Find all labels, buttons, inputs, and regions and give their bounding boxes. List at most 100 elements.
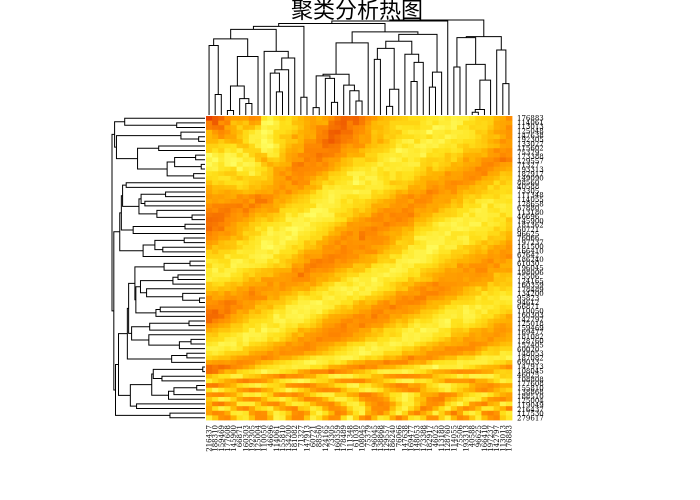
dendrogram-branch: [135, 286, 156, 314]
heatmap-cell: [389, 286, 397, 292]
heatmap-cell: [395, 286, 403, 292]
heatmap-cell: [285, 212, 293, 218]
heatmap-cell: [420, 226, 427, 232]
heatmap-cell: [267, 116, 274, 122]
heatmap-cell: [352, 383, 360, 389]
heatmap-cell: [291, 139, 299, 145]
heatmap-cell: [414, 355, 421, 361]
heatmap-cell: [230, 143, 237, 149]
column-label: 61030: [352, 425, 360, 447]
dendrogram-branch: [324, 77, 336, 115]
heatmap-cell: [334, 406, 342, 412]
heatmap-cell: [236, 314, 244, 320]
heatmap-cell: [316, 217, 323, 223]
heatmap-cell: [230, 203, 237, 209]
heatmap-cell: [310, 406, 317, 412]
heatmap-cell: [505, 272, 513, 278]
heatmap-cell: [352, 369, 360, 375]
heatmap-cell: [224, 125, 231, 131]
heatmap-cell: [273, 272, 280, 278]
heatmap-cell: [303, 286, 311, 292]
heatmap-cell: [285, 157, 293, 163]
heatmap-cell: [212, 415, 219, 421]
heatmap-cell: [371, 286, 378, 292]
dendrogram-branch: [151, 373, 169, 396]
heatmap-cell: [261, 272, 268, 278]
heatmap-cell: [389, 139, 397, 145]
heatmap-cell: [261, 268, 268, 274]
heatmap-cell: [322, 263, 329, 269]
heatmap-cell: [316, 396, 323, 402]
heatmap-cell: [420, 410, 427, 416]
heatmap-cell: [475, 235, 482, 241]
heatmap-cell: [261, 263, 268, 269]
heatmap-cell: [377, 401, 384, 407]
heatmap-cell: [383, 332, 390, 338]
heatmap-cell: [432, 185, 439, 191]
column-label: 182917: [426, 425, 434, 452]
heatmap-cell: [365, 291, 372, 297]
dendrogram-branch: [404, 53, 420, 115]
heatmap-cell: [371, 249, 378, 255]
heatmap-cell: [450, 129, 458, 135]
heatmap-cell: [206, 125, 213, 131]
heatmap-cell: [303, 240, 311, 246]
heatmap-cell: [438, 116, 446, 122]
heatmap-cell: [475, 244, 482, 250]
row-tick-labels: 1768831140611130131250481476381923051330…: [517, 115, 544, 423]
heatmap-cell: [450, 304, 458, 310]
heatmap-cell: [310, 323, 317, 329]
heatmap-cell: [414, 309, 421, 315]
heatmap-cell: [499, 396, 507, 402]
heatmap-cell: [475, 180, 482, 186]
heatmap-cell: [395, 300, 403, 306]
column-label: 188310: [212, 425, 220, 452]
heatmap-cell: [279, 254, 286, 260]
heatmap-cell: [218, 406, 225, 412]
heatmap-cell: [322, 272, 329, 278]
dendrogram-branch: [178, 341, 205, 350]
heatmap-cell: [328, 116, 335, 122]
heatmap-cell: [377, 364, 384, 370]
heatmap-cell: [206, 378, 213, 384]
heatmap-cell: [316, 415, 323, 421]
heatmap-cell: [279, 221, 286, 227]
heatmap-cell: [346, 410, 354, 416]
heatmap-cell: [371, 171, 378, 177]
heatmap-cell: [310, 373, 317, 379]
heatmap-cell: [414, 291, 421, 297]
heatmap-cell: [316, 212, 323, 218]
heatmap-cell: [346, 309, 354, 315]
heatmap-cell: [224, 116, 231, 122]
heatmap-cell: [224, 152, 231, 158]
heatmap-cell: [236, 221, 244, 227]
heatmap-cell: [432, 116, 439, 122]
heatmap-cell: [242, 396, 250, 402]
dendrogram-branch: [115, 364, 170, 416]
heatmap-cell: [291, 221, 299, 227]
heatmap-cell: [285, 341, 293, 347]
heatmap-cell: [444, 318, 452, 324]
heatmap-cell: [242, 152, 250, 158]
heatmap-cell: [346, 304, 354, 310]
heatmap-cell: [212, 387, 219, 393]
heatmap-cell: [261, 373, 268, 379]
heatmap-cell: [206, 304, 213, 310]
heatmap-cell: [267, 415, 274, 421]
heatmap-cell: [432, 120, 439, 126]
heatmap-cell: [334, 235, 342, 241]
heatmap-cell: [248, 258, 256, 264]
heatmap-cell: [322, 221, 329, 227]
heatmap-cell: [322, 203, 329, 209]
heatmap-cell: [389, 198, 397, 204]
heatmap-cell: [242, 383, 250, 389]
heatmap-cell: [346, 373, 354, 379]
heatmap-cell: [456, 373, 464, 379]
heatmap-cell: [414, 152, 421, 158]
dendrogram-branch: [465, 36, 502, 50]
heatmap-cell: [450, 364, 458, 370]
heatmap-cell: [261, 152, 268, 158]
heatmap-cell: [438, 314, 446, 320]
heatmap-cell: [310, 350, 317, 356]
heatmap-cell: [456, 231, 464, 237]
